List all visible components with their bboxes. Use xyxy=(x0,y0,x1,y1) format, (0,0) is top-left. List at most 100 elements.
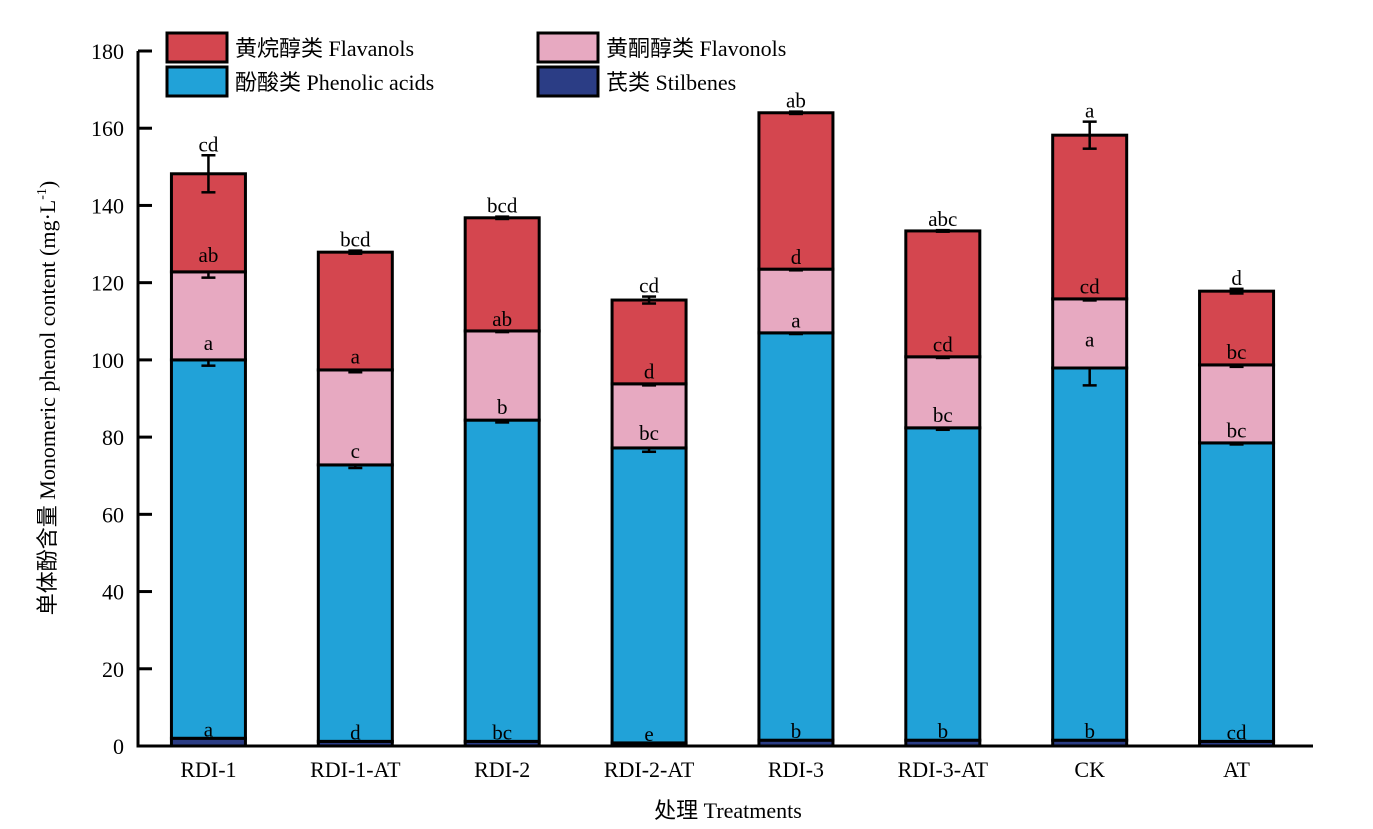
y-tick-label: 80 xyxy=(102,425,124,450)
significance-label: a xyxy=(204,717,214,741)
bar-segment xyxy=(316,368,394,467)
bar-segment xyxy=(610,446,688,745)
bar-group: b a cd a xyxy=(1051,99,1129,748)
significance-label: cd xyxy=(1080,274,1100,298)
significance-label: bc xyxy=(1227,418,1247,442)
significance-label: a xyxy=(1085,99,1095,123)
legend-swatch xyxy=(165,65,229,98)
bar-segment xyxy=(757,331,835,742)
significance-label: ab xyxy=(786,89,806,113)
legend-swatch xyxy=(165,31,229,64)
y-tick-label: 100 xyxy=(91,348,124,373)
y-tick-label: 20 xyxy=(102,657,124,682)
legend-label: 酚酸类 Phenolic acids xyxy=(235,70,434,95)
bar-segment xyxy=(1198,363,1276,445)
significance-label: abc xyxy=(928,207,957,231)
bar-segment xyxy=(1051,133,1129,301)
y-axis-title: 单体酚含量 Monomeric phenol content (mg·L-1) xyxy=(35,181,60,615)
significance-label: ab xyxy=(492,307,512,331)
legend-item: 芪类 Stilbenes xyxy=(536,65,736,98)
legend-label: 黄烷醇类 Flavanols xyxy=(235,36,414,61)
bar-segment xyxy=(463,329,541,422)
significance-label: a xyxy=(1085,328,1095,352)
y-tick-label: 120 xyxy=(91,271,124,296)
significance-label: d xyxy=(791,245,802,269)
y-tick-label: 40 xyxy=(102,580,124,605)
bar-segment xyxy=(610,382,688,450)
y-tick-label: 140 xyxy=(91,193,124,218)
significance-label: bcd xyxy=(340,228,371,252)
x-axis-title: 处理 Treatments xyxy=(654,798,802,823)
x-tick-label: RDI-3-AT xyxy=(898,757,989,782)
significance-label: cd xyxy=(933,333,953,357)
legend: 黄烷醇类 Flavanols 黄酮醇类 Flavonols 酚酸类 Phenolic… xyxy=(165,31,786,98)
bar-segment xyxy=(316,250,394,372)
bar-segment xyxy=(169,358,247,740)
significance-label: a xyxy=(204,331,214,355)
legend-label: 芪类 Stilbenes xyxy=(606,70,736,95)
x-tick-label: RDI-1 xyxy=(180,757,236,782)
y-axis-title-sup: -1 xyxy=(35,188,50,200)
significance-label: b xyxy=(1084,719,1095,743)
significance-label: ab xyxy=(199,243,219,267)
significance-label: d xyxy=(350,720,361,744)
significance-label: d xyxy=(644,359,655,383)
bar-segment xyxy=(1051,366,1129,742)
y-tick-label: 60 xyxy=(102,502,124,527)
bar-segment xyxy=(610,298,688,386)
bar-segment xyxy=(463,418,541,743)
bar-group: d c a bcd xyxy=(316,228,394,748)
significance-label: bc xyxy=(933,403,953,427)
x-tick-label: RDI-1-AT xyxy=(310,757,401,782)
axes: 0 20 40 60 80 100 120 140 160 180 xyxy=(91,39,1313,759)
bar-group: b a d ab xyxy=(757,89,835,748)
legend-item: 黄酮醇类 Flavonols xyxy=(536,31,786,64)
significance-label: b xyxy=(938,719,949,743)
bar-group: e bc d cd xyxy=(610,274,688,748)
bar-segment xyxy=(316,463,394,743)
significance-label: cd xyxy=(1227,720,1247,744)
legend-item: 黄烷醇类 Flavanols xyxy=(165,31,414,64)
significance-label: bcd xyxy=(487,194,518,218)
bar-group: a a ab cd xyxy=(169,132,247,748)
legend-swatch xyxy=(536,65,600,98)
bar-group: cd bc bc d xyxy=(1198,266,1276,748)
significance-label: bc xyxy=(492,720,512,744)
significance-label: b xyxy=(497,395,508,419)
x-tick-label: RDI-3 xyxy=(768,757,824,782)
bar-group: bc b ab bcd xyxy=(463,194,541,748)
y-tick-label: 160 xyxy=(91,116,124,141)
bars: aaabcdRDI-1dcabcdRDI-1-ATbcbabbcdRDI-2eb… xyxy=(169,89,1276,782)
significance-label: b xyxy=(791,719,802,743)
legend-item: 酚酸类 Phenolic acids xyxy=(165,65,434,98)
significance-label: c xyxy=(351,439,360,463)
significance-label: a xyxy=(791,309,801,333)
bar-segment xyxy=(904,229,982,359)
x-tick-label: CK xyxy=(1074,757,1105,782)
bar-group: b bc cd abc xyxy=(904,207,982,748)
legend-label: 黄酮醇类 Flavonols xyxy=(606,36,786,61)
bar-segment xyxy=(1051,297,1129,370)
y-tick-label: 0 xyxy=(113,734,124,759)
significance-label: e xyxy=(644,722,653,746)
bar-segment xyxy=(463,216,541,333)
significance-label: cd xyxy=(639,274,659,298)
y-tick-label: 180 xyxy=(91,39,124,64)
x-tick-label: RDI-2 xyxy=(474,757,530,782)
significance-label: d xyxy=(1231,266,1242,290)
bar-segment xyxy=(757,267,835,335)
x-tick-label: RDI-2-AT xyxy=(604,757,695,782)
significance-label: bc xyxy=(1227,340,1247,364)
y-axis-title-main: 单体酚含量 Monomeric phenol content (mg·L xyxy=(35,200,60,615)
bar-segment xyxy=(169,270,247,362)
significance-label: a xyxy=(351,345,361,369)
bar-segment xyxy=(904,426,982,742)
significance-label: bc xyxy=(639,421,659,445)
bar-segment xyxy=(757,111,835,271)
x-tick-label: AT xyxy=(1223,757,1250,782)
legend-swatch xyxy=(536,31,600,64)
y-axis-title-close: ) xyxy=(35,181,60,188)
bar-segment xyxy=(1198,441,1276,743)
significance-label: cd xyxy=(199,132,219,156)
